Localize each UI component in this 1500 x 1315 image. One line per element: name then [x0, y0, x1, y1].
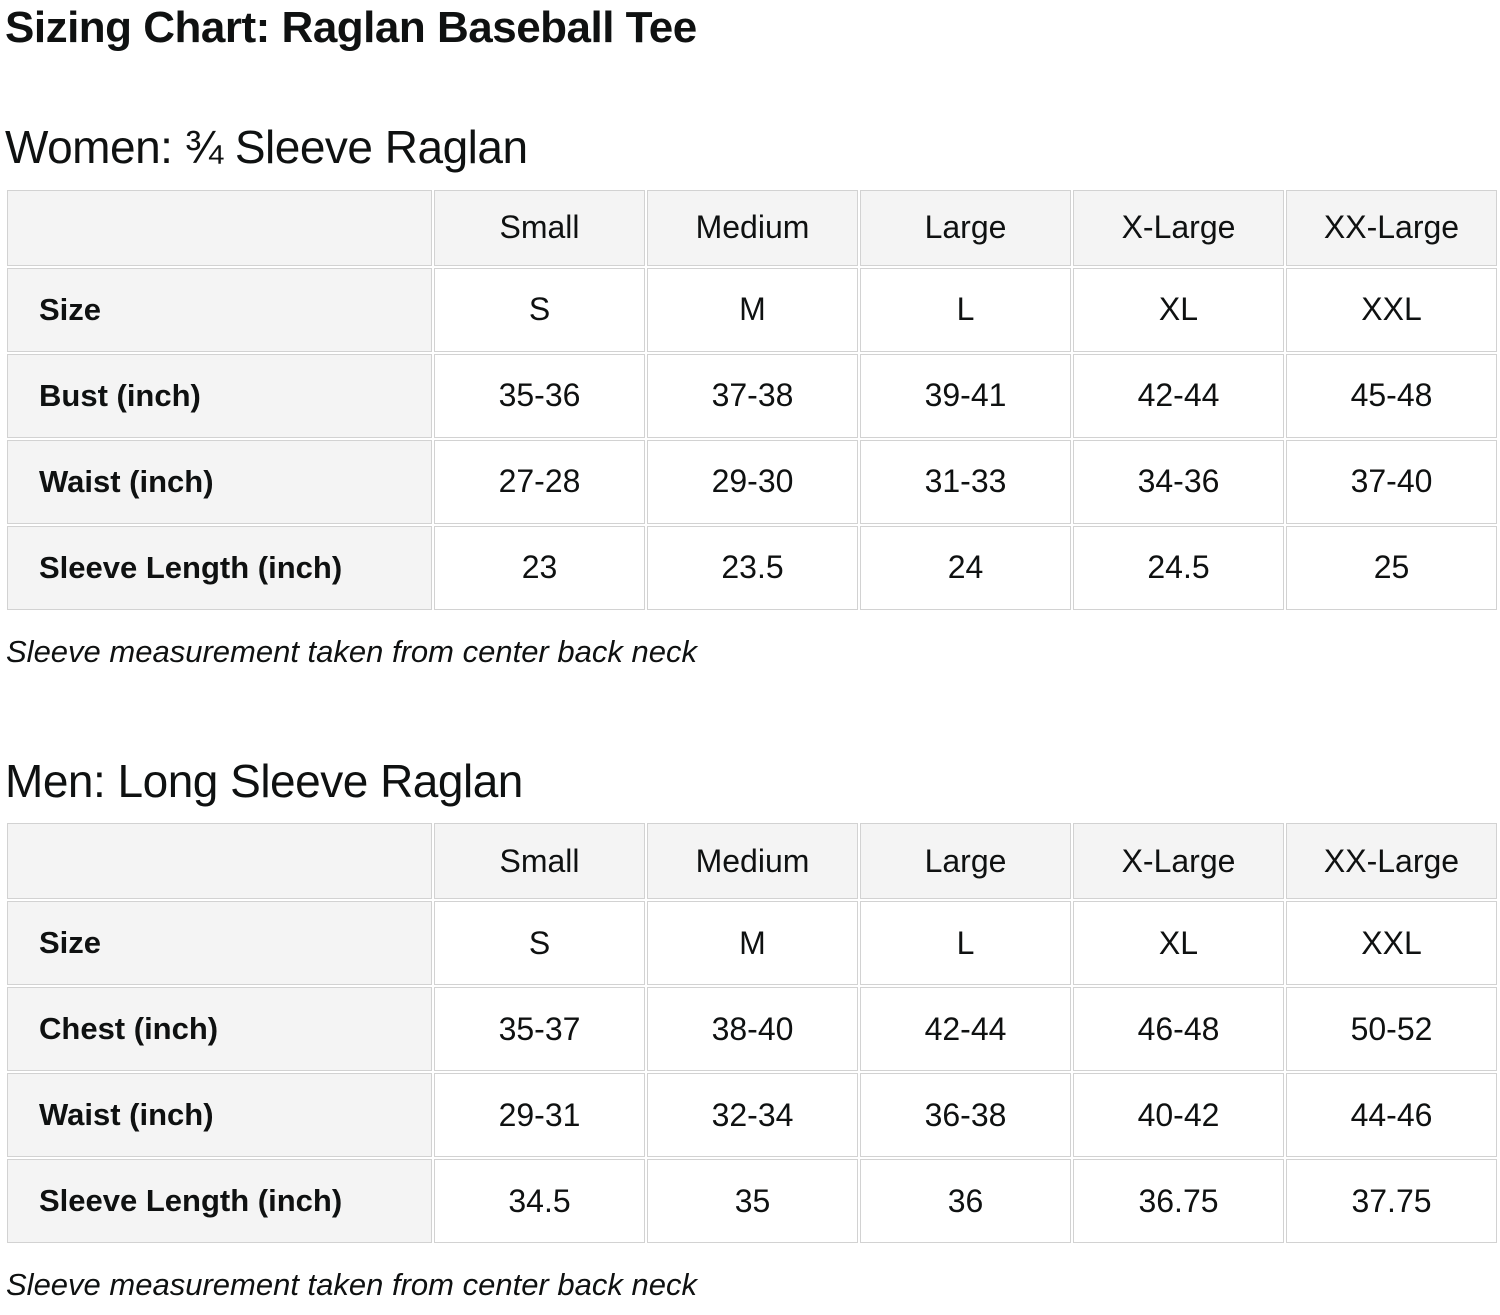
section-women: Women: ¾ Sleeve Raglan Small Medium Larg… — [5, 121, 1499, 669]
table-cell: 45-48 — [1286, 353, 1497, 438]
table-cell: 23 — [434, 525, 645, 610]
table-cell: S — [434, 267, 645, 352]
row-label: Size — [7, 901, 432, 986]
column-header-xlarge: X-Large — [1073, 189, 1284, 266]
table-cell: XXL — [1286, 267, 1497, 352]
table-cell: 35-37 — [434, 987, 645, 1072]
table-cell: 37-40 — [1286, 439, 1497, 524]
table-row-waist: Waist (inch) 27-28 29-30 31-33 34-36 37-… — [7, 439, 1497, 524]
column-header-large: Large — [860, 823, 1071, 900]
table-cell: 36-38 — [860, 1073, 1071, 1158]
table-cell: 34-36 — [1073, 439, 1284, 524]
table-row-waist: Waist (inch) 29-31 32-34 36-38 40-42 44-… — [7, 1073, 1497, 1158]
sizing-table-men: Small Medium Large X-Large XX-Large Size… — [5, 821, 1499, 1246]
table-cell: XL — [1073, 267, 1284, 352]
row-label: Chest (inch) — [7, 987, 432, 1072]
table-cell: XL — [1073, 901, 1284, 986]
table-cell: 50-52 — [1286, 987, 1497, 1072]
column-header-medium: Medium — [647, 823, 858, 900]
table-cell: L — [860, 901, 1071, 986]
table-cell: XXL — [1286, 901, 1497, 986]
table-cell: 34.5 — [434, 1159, 645, 1244]
page-title: Sizing Chart: Raglan Baseball Tee — [5, 3, 697, 52]
table-cell: 37.75 — [1286, 1159, 1497, 1244]
table-cell: 31-33 — [860, 439, 1071, 524]
table-row-sleeve-length: Sleeve Length (inch) 34.5 35 36 36.75 37… — [7, 1159, 1497, 1244]
row-label: Waist (inch) — [7, 439, 432, 524]
row-label: Sleeve Length (inch) — [7, 1159, 432, 1244]
table-cell: 37-38 — [647, 353, 858, 438]
table-cell: 32-34 — [647, 1073, 858, 1158]
column-header-small: Small — [434, 823, 645, 900]
column-header-xxlarge: XX-Large — [1286, 823, 1497, 900]
row-label: Size — [7, 267, 432, 352]
table-header-row: Small Medium Large X-Large XX-Large — [7, 823, 1497, 900]
table-cell: 25 — [1286, 525, 1497, 610]
table-cell: 36.75 — [1073, 1159, 1284, 1244]
table-row-chest: Chest (inch) 35-37 38-40 42-44 46-48 50-… — [7, 987, 1497, 1072]
table-cell: 39-41 — [860, 353, 1071, 438]
section-heading-men: Men: Long Sleeve Raglan — [5, 754, 523, 807]
sizing-table-women: Small Medium Large X-Large XX-Large Size… — [5, 187, 1499, 612]
column-header-xlarge: X-Large — [1073, 823, 1284, 900]
table-cell: 46-48 — [1073, 987, 1284, 1072]
section-men: Men: Long Sleeve Raglan Small Medium Lar… — [5, 754, 1499, 1303]
table-cell: 42-44 — [860, 987, 1071, 1072]
corner-cell — [7, 823, 432, 900]
section-heading-women: Women: ¾ Sleeve Raglan — [5, 121, 528, 174]
table-row-size: Size S M L XL XXL — [7, 901, 1497, 986]
row-label: Bust (inch) — [7, 353, 432, 438]
table-cell: 35-36 — [434, 353, 645, 438]
table-cell: 24 — [860, 525, 1071, 610]
corner-cell — [7, 189, 432, 266]
table-cell: L — [860, 267, 1071, 352]
table-row-size: Size S M L XL XXL — [7, 267, 1497, 352]
table-cell: 42-44 — [1073, 353, 1284, 438]
table-cell: 29-30 — [647, 439, 858, 524]
table-cell: 27-28 — [434, 439, 645, 524]
table-row-sleeve-length: Sleeve Length (inch) 23 23.5 24 24.5 25 — [7, 525, 1497, 610]
table-row-bust: Bust (inch) 35-36 37-38 39-41 42-44 45-4… — [7, 353, 1497, 438]
table-cell: S — [434, 901, 645, 986]
row-label: Sleeve Length (inch) — [7, 525, 432, 610]
column-header-large: Large — [860, 189, 1071, 266]
sleeve-measurement-note: Sleeve measurement taken from center bac… — [6, 1267, 697, 1303]
table-cell: 23.5 — [647, 525, 858, 610]
row-label: Waist (inch) — [7, 1073, 432, 1158]
table-cell: M — [647, 267, 858, 352]
column-header-small: Small — [434, 189, 645, 266]
table-cell: 35 — [647, 1159, 858, 1244]
table-header-row: Small Medium Large X-Large XX-Large — [7, 189, 1497, 266]
table-cell: 44-46 — [1286, 1073, 1497, 1158]
column-header-xxlarge: XX-Large — [1286, 189, 1497, 266]
table-cell: 29-31 — [434, 1073, 645, 1158]
table-cell: 36 — [860, 1159, 1071, 1244]
table-cell: 38-40 — [647, 987, 858, 1072]
table-cell: 24.5 — [1073, 525, 1284, 610]
sleeve-measurement-note: Sleeve measurement taken from center bac… — [6, 633, 697, 669]
table-cell: M — [647, 901, 858, 986]
column-header-medium: Medium — [647, 189, 858, 266]
table-cell: 40-42 — [1073, 1073, 1284, 1158]
